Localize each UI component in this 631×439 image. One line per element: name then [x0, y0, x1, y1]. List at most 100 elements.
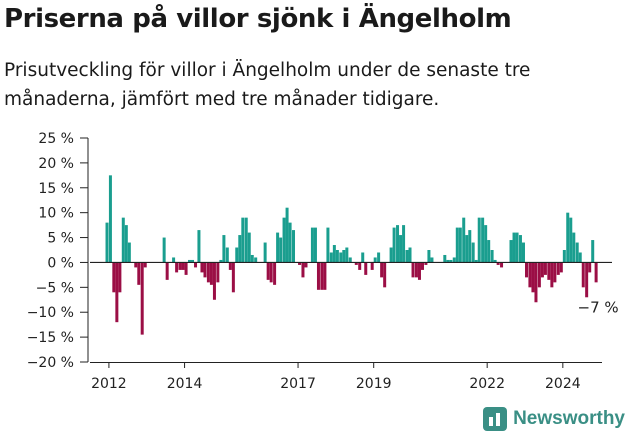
bar: [228, 262, 232, 270]
bar: [361, 252, 365, 263]
bar: [389, 247, 393, 263]
bar: [358, 262, 362, 270]
x-tick: 2022: [469, 362, 505, 392]
bar: [292, 230, 296, 263]
bar: [396, 225, 400, 263]
bar: [279, 237, 283, 263]
bar: [420, 262, 424, 270]
bar: [487, 240, 491, 263]
bar: [550, 262, 554, 288]
bar: [521, 242, 525, 263]
y-tick: 0 %: [47, 255, 88, 271]
bar: [339, 252, 343, 263]
bar: [134, 262, 138, 268]
bar: [455, 227, 459, 263]
bar: [203, 262, 207, 278]
bar: [578, 252, 582, 263]
bar: [329, 252, 333, 263]
bar: [553, 262, 557, 283]
bar: [191, 259, 195, 263]
x-tick: 2012: [91, 362, 127, 392]
newsworthy-brand: Newsworthy: [483, 405, 625, 433]
bar: [273, 262, 277, 285]
bar: [238, 235, 242, 263]
chart-title: Priserna på villor sjönk i Ängelholm: [4, 4, 512, 34]
bar: [462, 217, 466, 263]
bar: [405, 250, 409, 263]
bar-series: [105, 175, 598, 335]
bar: [446, 259, 450, 263]
bar: [474, 259, 478, 263]
x-axis: 2012 2014 2017 2019 2022 2024: [90, 261, 612, 392]
bar: [225, 247, 229, 263]
bar: [484, 225, 488, 263]
bar: [206, 262, 210, 283]
bar: [124, 225, 128, 263]
bar: [118, 262, 122, 293]
y-tick-label: 0 %: [47, 255, 74, 271]
x-tick-label: 2012: [91, 376, 127, 392]
x-tick: 2019: [356, 362, 392, 392]
bar: [140, 262, 144, 335]
bar: [247, 232, 251, 263]
bar: [184, 262, 188, 275]
bar: [115, 262, 119, 323]
bar: [165, 262, 169, 280]
bar: [468, 230, 472, 263]
bar: [244, 217, 248, 263]
bar: [231, 262, 235, 293]
bar: [178, 262, 182, 270]
bar: [209, 262, 213, 285]
bar: [515, 232, 519, 263]
bar: [408, 247, 412, 263]
bar: [348, 257, 352, 263]
bar: [254, 257, 258, 263]
bar: [512, 232, 516, 263]
y-tick: 5 %: [47, 231, 88, 247]
bar: [452, 257, 456, 263]
bar: [531, 262, 535, 293]
bar: [370, 262, 374, 270]
bar: [108, 175, 112, 263]
y-tick: −20 %: [27, 355, 88, 371]
bar: [562, 250, 566, 263]
y-tick-label: 25 %: [38, 131, 74, 147]
bar: [500, 262, 504, 268]
bar: [399, 235, 403, 263]
bar: [559, 262, 563, 273]
bar: [288, 222, 292, 263]
bar: [216, 262, 220, 283]
bar: [304, 262, 308, 268]
bar: [212, 262, 216, 300]
bar: [547, 262, 551, 280]
bar: [326, 227, 330, 263]
bar: [263, 242, 267, 263]
bar: [298, 262, 302, 265]
bar: [197, 230, 201, 263]
y-tick-label: −10 %: [27, 305, 74, 321]
bar: [345, 247, 349, 263]
bar: [219, 259, 223, 263]
bar: [143, 262, 147, 268]
bar: [417, 262, 421, 280]
bar: [282, 217, 286, 263]
bar: [427, 250, 431, 263]
x-tick-label: 2024: [545, 376, 581, 392]
bar: [187, 259, 191, 263]
bar: [449, 259, 453, 263]
newsworthy-logo-icon: [483, 407, 508, 431]
y-tick: −5 %: [36, 280, 88, 296]
bar: [162, 237, 166, 263]
y-tick-label: −5 %: [36, 280, 74, 296]
bar: [383, 262, 387, 288]
y-tick-label: −15 %: [27, 330, 74, 346]
y-tick: 20 %: [38, 156, 88, 172]
bar: [525, 262, 529, 278]
bar: [276, 232, 280, 263]
bar: [364, 262, 368, 275]
bar: [430, 257, 434, 263]
bar: [556, 262, 560, 275]
bar: [424, 262, 428, 265]
chart-subtitle: Prisutveckling för villor i Ängelholm un…: [4, 60, 531, 110]
bar: [137, 262, 141, 285]
